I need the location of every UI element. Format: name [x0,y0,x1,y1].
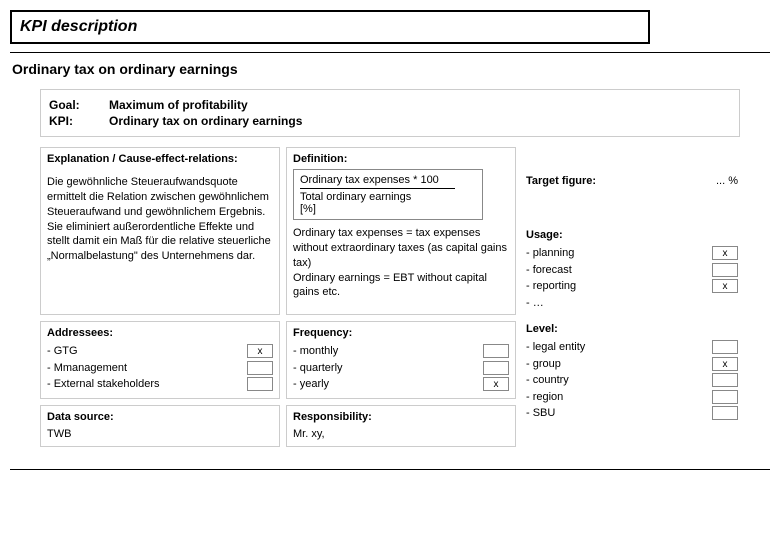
usage-item-label: - … [526,295,712,312]
frequency-item: - yearly x [293,376,509,393]
content-grid: Explanation / Cause-effect-relations: Di… [40,147,740,447]
datasource-cell: Data source: TWB [40,405,280,448]
usage-item-check: x [712,279,738,293]
level-item-label: - SBU [526,405,712,422]
level-item-check [712,373,738,387]
explanation-title: Explanation / Cause-effect-relations: [47,153,273,165]
formula-top: Ordinary tax expenses * 100 [300,174,476,186]
usage-section: Usage: - planning x - forecast - reporti… [522,227,742,315]
addressees-item: - GTG x [47,343,273,360]
addressees-item: - Mmanagement [47,360,273,377]
target-figure-section: Target figure: ... % [522,173,742,191]
formula-unit: [%] [300,203,476,215]
level-cell: Level: - legal entity - group x - countr… [522,321,742,447]
frequency-item-label: - yearly [293,376,483,393]
header-box: KPI description [10,10,650,44]
addressees-item-label: - Mmanagement [47,360,247,377]
definition-note2: Ordinary earnings = EBT without capital … [293,271,509,301]
level-item-label: - group [526,356,712,373]
usage-item-label: - reporting [526,278,712,295]
frequency-item-check: x [483,377,509,391]
level-item-check [712,340,738,354]
frequency-item-check [483,344,509,358]
usage-item: - reporting x [526,278,738,295]
usage-item: - planning x [526,245,738,262]
level-item: - country [526,372,738,389]
kpi-value: Ordinary tax on ordinary earnings [109,114,302,128]
addressees-cell: Addressees: - GTG x - Mmanagement - Exte… [40,321,280,399]
frequency-item: - monthly [293,343,509,360]
usage-item-check [712,263,738,277]
frequency-item-label: - monthly [293,343,483,360]
explanation-body: Die gewöhnliche Steueraufwandsquote ermi… [47,175,273,264]
definition-cell: Definition: Ordinary tax expenses * 100 … [286,147,516,315]
level-item: - region [526,389,738,406]
page-title: Ordinary tax on ordinary earnings [12,61,770,77]
addressees-item-check: x [247,344,273,358]
goal-value: Maximum of profitability [109,98,248,112]
meta-row-goal: Goal: Maximum of profitability [49,98,731,112]
level-item: - legal entity [526,339,738,356]
level-item-label: - legal entity [526,339,712,356]
frequency-title: Frequency: [293,327,509,339]
usage-item: - … [526,295,738,312]
responsibility-title: Responsibility: [293,411,509,423]
usage-title: Usage: [526,229,738,241]
level-item-label: - region [526,389,712,406]
formula-bottom: Total ordinary earnings [300,191,476,203]
right-col-1: Target figure: ... % Usage: - planning x… [522,147,742,315]
addressees-item-check [247,361,273,375]
header-rule [10,52,770,53]
addressees-item-label: - GTG [47,343,247,360]
usage-item-label: - forecast [526,262,712,279]
level-title: Level: [526,323,738,335]
level-item-check: x [712,357,738,371]
kpi-label: KPI: [49,114,109,128]
addressees-item-check [247,377,273,391]
goal-label: Goal: [49,98,109,112]
frequency-item-check [483,361,509,375]
datasource-title: Data source: [47,411,273,423]
target-figure-value: ... % [716,175,738,187]
frequency-item-label: - quarterly [293,360,483,377]
explanation-cell: Explanation / Cause-effect-relations: Di… [40,147,280,315]
meta-box: Goal: Maximum of profitability KPI: Ordi… [40,89,740,137]
footer-rule [10,469,770,470]
usage-item-label: - planning [526,245,712,262]
formula-box: Ordinary tax expenses * 100 Total ordina… [293,169,483,220]
responsibility-value: Mr. xy, [293,427,509,442]
frequency-cell: Frequency: - monthly - quarterly - yearl… [286,321,516,399]
addressees-title: Addressees: [47,327,273,339]
level-item-check [712,406,738,420]
usage-item-check: x [712,246,738,260]
responsibility-cell: Responsibility: Mr. xy, [286,405,516,448]
kpi-description-page: KPI description Ordinary tax on ordinary… [0,0,780,457]
level-item-check [712,390,738,404]
addressees-item: - External stakeholders [47,376,273,393]
definition-title: Definition: [293,153,509,165]
datasource-value: TWB [47,427,273,442]
level-item: - group x [526,356,738,373]
target-figure-title: Target figure: [526,175,596,187]
usage-item: - forecast [526,262,738,279]
definition-note1: Ordinary tax expenses = tax expenses wit… [293,226,509,271]
level-item-label: - country [526,372,712,389]
frequency-item: - quarterly [293,360,509,377]
header-title: KPI description [20,18,137,35]
formula-line [300,188,455,189]
meta-row-kpi: KPI: Ordinary tax on ordinary earnings [49,114,731,128]
addressees-item-label: - External stakeholders [47,376,247,393]
level-item: - SBU [526,405,738,422]
